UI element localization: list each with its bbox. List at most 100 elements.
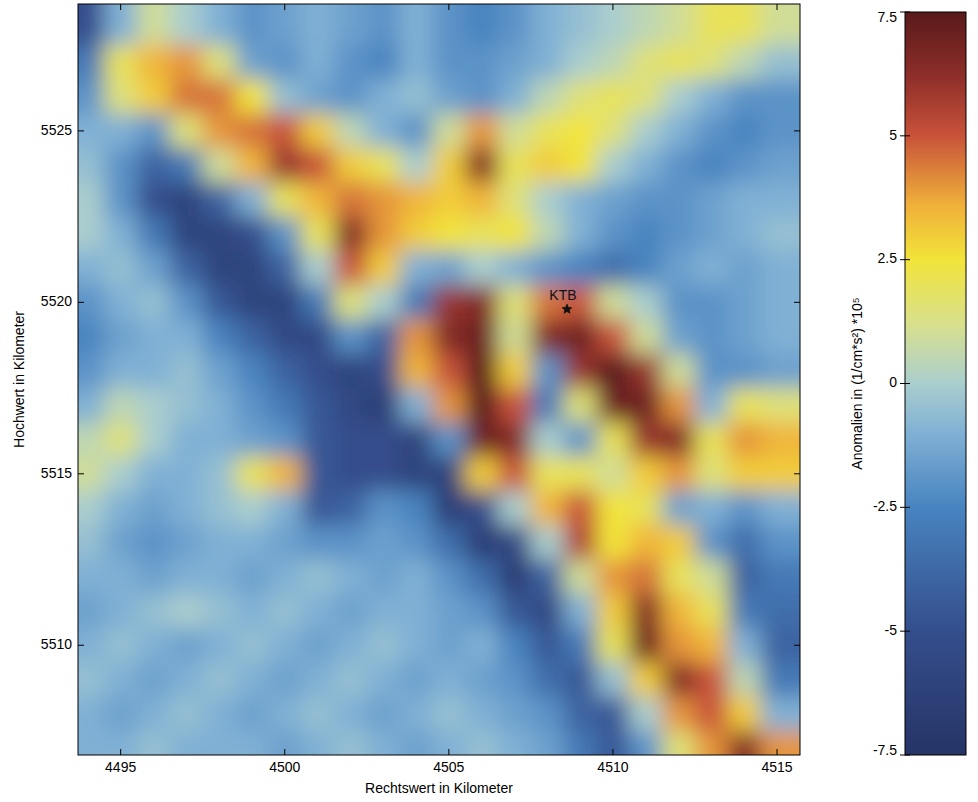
cell xyxy=(531,114,564,149)
cell xyxy=(761,525,800,560)
cell xyxy=(170,628,203,663)
cell xyxy=(761,182,800,217)
cell xyxy=(564,731,597,755)
x-tick-label: 4510 xyxy=(597,759,628,775)
cell xyxy=(104,457,137,492)
cell xyxy=(498,114,531,149)
cell xyxy=(498,354,531,389)
cell xyxy=(498,148,531,183)
cell xyxy=(78,114,105,149)
cell xyxy=(137,731,170,755)
cell xyxy=(531,731,564,755)
cell xyxy=(728,148,761,183)
cell xyxy=(728,45,761,80)
cell xyxy=(104,182,137,217)
cell xyxy=(104,79,137,114)
cell xyxy=(761,45,800,80)
cell xyxy=(432,79,465,114)
cell xyxy=(465,422,498,457)
cell xyxy=(400,285,433,320)
cell xyxy=(662,354,695,389)
cell xyxy=(564,148,597,183)
cell xyxy=(137,628,170,663)
y-tick-label: 5510 xyxy=(41,636,72,652)
cell xyxy=(498,251,531,286)
cell xyxy=(268,319,301,354)
colorbar-tick-label: -7.5 xyxy=(873,742,897,758)
cell xyxy=(597,354,630,389)
cell xyxy=(629,731,662,755)
x-tick xyxy=(120,4,121,10)
cell xyxy=(629,217,662,252)
cell xyxy=(531,4,564,46)
cell xyxy=(400,457,433,492)
cell xyxy=(170,525,203,560)
cell xyxy=(400,45,433,80)
cell xyxy=(465,4,498,46)
cell xyxy=(531,697,564,732)
cell xyxy=(170,388,203,423)
cell xyxy=(367,319,400,354)
cell xyxy=(695,594,728,629)
cell xyxy=(137,457,170,492)
cell xyxy=(400,114,433,149)
cell xyxy=(400,594,433,629)
cell xyxy=(597,560,630,595)
cell xyxy=(629,319,662,354)
colorbar-tick-label: 7.5 xyxy=(878,9,898,25)
cell xyxy=(78,354,105,389)
cell xyxy=(203,731,236,755)
cell xyxy=(564,560,597,595)
cell xyxy=(268,182,301,217)
y-tick-label: 5520 xyxy=(41,293,72,309)
cell xyxy=(236,525,269,560)
cell xyxy=(170,45,203,80)
y-tick xyxy=(78,130,84,131)
cell xyxy=(761,697,800,732)
cell xyxy=(367,285,400,320)
cell xyxy=(465,594,498,629)
cell xyxy=(564,182,597,217)
colorbar-tick xyxy=(900,259,910,260)
cell xyxy=(465,114,498,149)
cell xyxy=(400,697,433,732)
cell xyxy=(564,388,597,423)
cell xyxy=(761,422,800,457)
cell xyxy=(498,525,531,560)
cell xyxy=(564,594,597,629)
cell xyxy=(432,217,465,252)
cell xyxy=(334,662,367,697)
cell xyxy=(728,422,761,457)
cell xyxy=(597,319,630,354)
cell xyxy=(432,731,465,755)
cell xyxy=(629,45,662,80)
cell xyxy=(367,114,400,149)
cell xyxy=(367,4,400,46)
cell xyxy=(301,251,334,286)
plot-frame xyxy=(78,4,800,755)
cell xyxy=(597,525,630,560)
x-tick xyxy=(777,4,778,10)
cell xyxy=(170,217,203,252)
cell xyxy=(728,628,761,663)
cell xyxy=(695,354,728,389)
cell xyxy=(531,594,564,629)
plot-area xyxy=(78,4,800,755)
cell xyxy=(236,731,269,755)
x-tick xyxy=(612,749,613,755)
cell xyxy=(203,79,236,114)
cell xyxy=(137,182,170,217)
cell xyxy=(662,594,695,629)
cell xyxy=(137,697,170,732)
cell xyxy=(268,388,301,423)
cell xyxy=(367,560,400,595)
cell xyxy=(367,45,400,80)
cell xyxy=(498,731,531,755)
cell xyxy=(400,422,433,457)
colorbar-tick-label: 5 xyxy=(889,127,897,143)
cell xyxy=(203,628,236,663)
cell xyxy=(203,491,236,526)
cell xyxy=(564,422,597,457)
cell xyxy=(301,388,334,423)
cell xyxy=(662,217,695,252)
